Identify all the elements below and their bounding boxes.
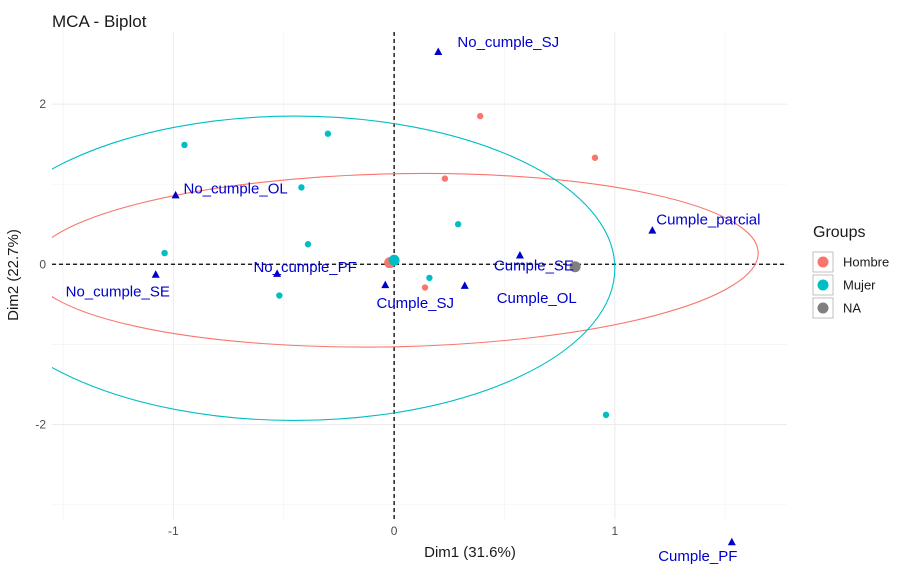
point-mujer <box>276 292 283 299</box>
x-tick-label: -1 <box>168 524 179 538</box>
variable-label: Cumple_SJ <box>377 295 455 312</box>
variable-label: No_cumple_OL <box>183 180 287 197</box>
legend-swatch <box>817 279 829 291</box>
grid <box>52 32 787 519</box>
variable-marker <box>151 270 160 278</box>
x-axis-title: Dim1 (31.6%) <box>424 544 516 561</box>
legend-title: Groups <box>813 224 865 241</box>
variable-label: No_cumple_PF <box>253 259 356 276</box>
variable-marker <box>434 47 443 56</box>
legend-swatch <box>817 302 829 314</box>
point-hombre <box>441 175 449 182</box>
variable-marker <box>727 537 736 546</box>
variable-marker <box>171 190 180 199</box>
point-hombre <box>421 284 429 291</box>
y-axis-ticks: -2 0 2 <box>35 97 46 431</box>
y-axis-title: Dim2 (22.7%) <box>5 229 22 321</box>
centroid-na <box>569 261 581 273</box>
point-mujer <box>324 130 332 137</box>
y-tick-label: 2 <box>39 97 46 111</box>
point-mujer <box>602 411 610 419</box>
legend: Groups Hombre Mujer NA <box>812 224 889 319</box>
y-tick-label: -2 <box>35 417 46 431</box>
centroid-mujer <box>388 254 400 266</box>
variable-label: No_cumple_SE <box>66 284 170 301</box>
legend-swatch <box>817 256 829 268</box>
variable-marker <box>648 226 657 234</box>
legend-label: Mujer <box>843 278 876 293</box>
variable-markers <box>151 47 736 546</box>
y-tick-label: 0 <box>39 257 46 271</box>
variable-marker <box>460 281 469 289</box>
variable-label: Cumple_OL <box>497 290 577 307</box>
ellipse-hombre <box>52 172 759 348</box>
point-mujer <box>181 141 188 149</box>
point-mujer <box>161 249 168 257</box>
reference-lines <box>52 32 787 519</box>
variable-label: Cumple_parcial <box>656 212 760 229</box>
ellipse-mujer <box>52 115 616 421</box>
variable-label: No_cumple_SJ <box>457 34 559 51</box>
point-mujer <box>454 221 462 228</box>
variable-marker <box>381 280 390 289</box>
point-hombre <box>591 154 599 161</box>
point-mujer <box>304 241 312 248</box>
confidence-ellipses <box>52 115 759 421</box>
x-tick-label: 1 <box>611 524 618 538</box>
x-tick-label: 0 <box>391 524 398 538</box>
point-mujer <box>426 274 433 282</box>
legend-label: Hombre <box>843 255 889 270</box>
point-mujer <box>298 184 305 191</box>
individual-points <box>161 112 610 419</box>
x-axis-ticks: -1 0 1 <box>168 524 618 538</box>
variable-marker <box>515 250 524 259</box>
legend-label: NA <box>843 301 861 316</box>
variable-label: Cumple_SE <box>494 257 574 274</box>
point-hombre <box>476 112 484 120</box>
variable-label: Cumple_PF <box>658 548 737 565</box>
chart-title: MCA - Biplot <box>52 12 147 31</box>
variable-marker <box>273 269 282 277</box>
variable-labels: No_cumple_SJ No_cumple_OL Cumple_parcial No… <box>66 34 761 565</box>
